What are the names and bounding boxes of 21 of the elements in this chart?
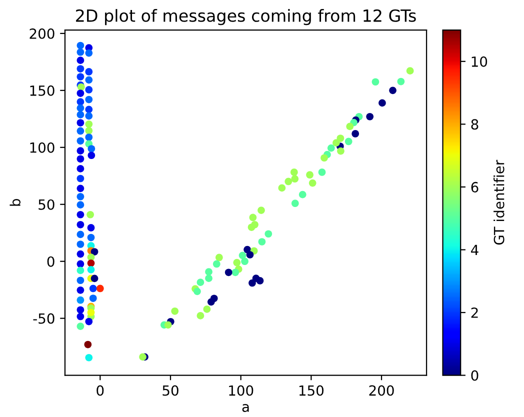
color-bar-label: 6 xyxy=(471,182,478,192)
color-bar-label: 8 xyxy=(471,119,478,130)
color-bar-label: 4 xyxy=(470,244,478,256)
y-axis-title: b xyxy=(10,199,20,206)
y-tick-label: 150 xyxy=(30,85,54,96)
y-tick-label: -50 xyxy=(33,313,54,324)
x-axis-title: a xyxy=(242,404,249,412)
color-bar-title: GT identifier xyxy=(494,160,504,245)
x-tick-label: 150 xyxy=(299,385,324,396)
y-tick-label: 100 xyxy=(30,142,54,153)
y-tick-label: 200 xyxy=(30,28,54,39)
y-tick-label: 0 xyxy=(47,256,54,267)
x-tick-label: 0 xyxy=(96,385,104,396)
color-bar-label: 10 xyxy=(472,56,488,67)
chart-title: 2D plot of messages coming from 12 GTs xyxy=(76,9,416,26)
y-tick-label: 50 xyxy=(38,199,54,210)
color-bar-label: 0 xyxy=(471,370,478,381)
color-bar-label: 2 xyxy=(471,307,478,318)
x-tick-label: 50 xyxy=(162,385,178,396)
x-tick-label: 200 xyxy=(369,385,394,396)
x-tick-label: 100 xyxy=(229,385,254,396)
